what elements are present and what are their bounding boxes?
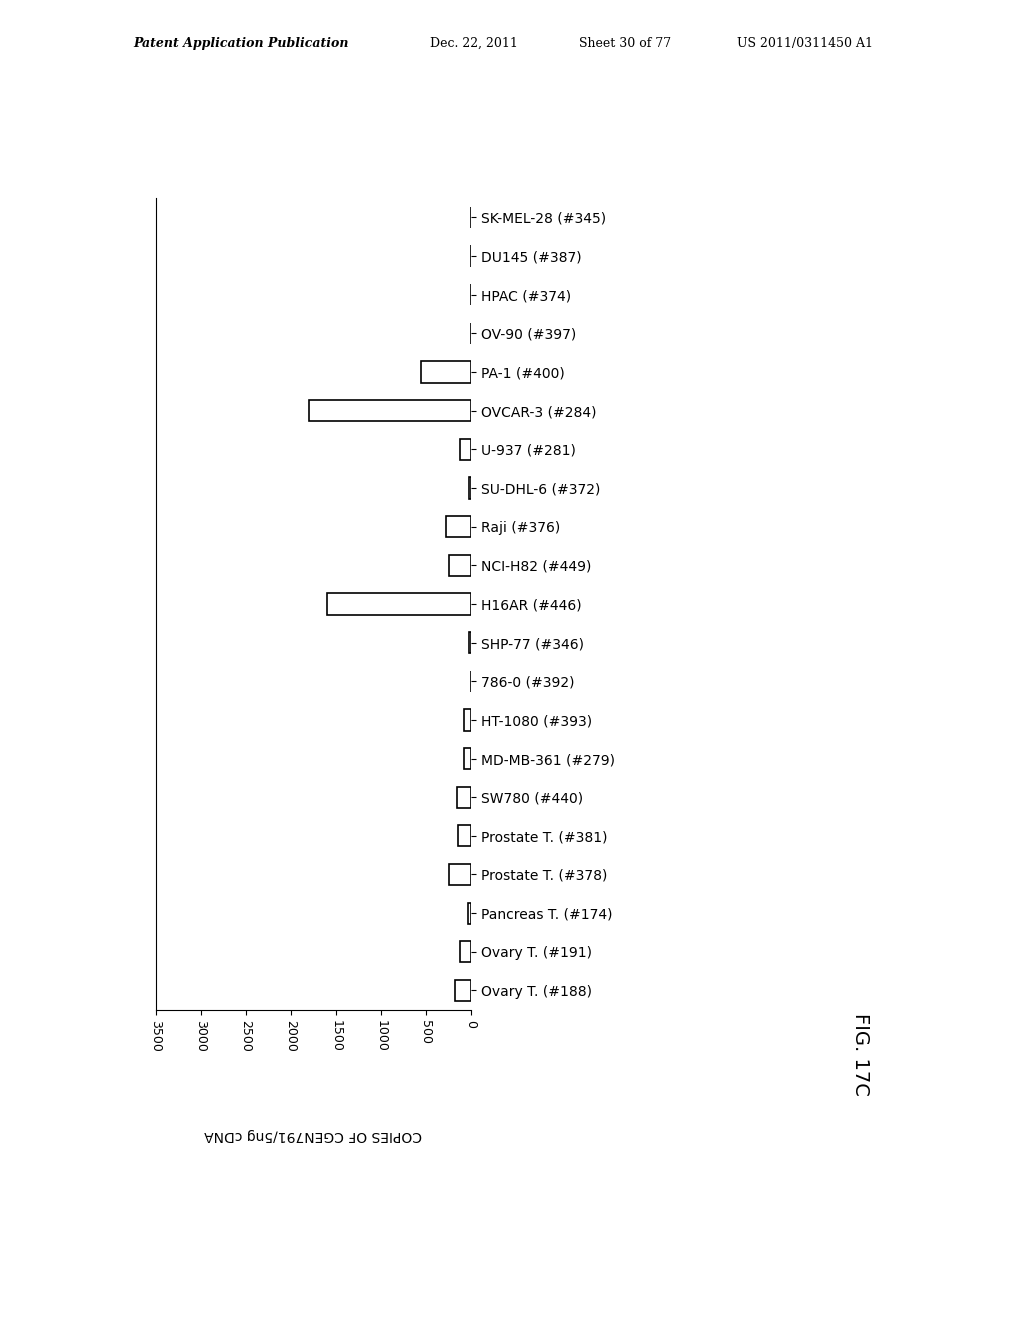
Text: Dec. 22, 2011: Dec. 22, 2011 [430, 37, 518, 50]
Bar [460, 438, 471, 459]
Bar [469, 478, 471, 499]
Bar [458, 825, 471, 846]
Bar [457, 787, 471, 808]
Text: FIG. 17C: FIG. 17C [851, 1012, 869, 1096]
Text: Patent Application Publication: Patent Application Publication [133, 37, 348, 50]
Bar [327, 593, 471, 615]
Bar [464, 709, 471, 730]
Bar [455, 979, 471, 1001]
Bar [468, 903, 471, 924]
Bar [469, 632, 471, 653]
Bar [464, 748, 471, 770]
X-axis label: COPIES OF CGEN791/5ng cDNA: COPIES OF CGEN791/5ng cDNA [205, 1127, 422, 1142]
Bar [445, 516, 471, 537]
Text: US 2011/0311450 A1: US 2011/0311450 A1 [737, 37, 873, 50]
Bar [460, 941, 471, 962]
Bar [449, 554, 471, 576]
Bar [449, 863, 471, 886]
Text: Sheet 30 of 77: Sheet 30 of 77 [579, 37, 671, 50]
Bar [309, 400, 471, 421]
Bar [422, 362, 471, 383]
